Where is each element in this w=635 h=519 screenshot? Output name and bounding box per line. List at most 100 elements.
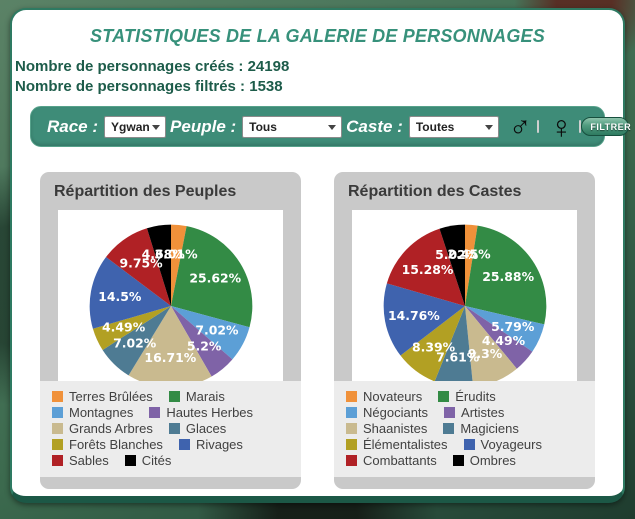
legend-item: Montagnes — [52, 405, 133, 420]
legend-label: Shaanistes — [363, 421, 428, 436]
pie-slice — [464, 306, 544, 352]
legend-item: Marais — [168, 389, 225, 404]
caste-label: Caste : — [346, 116, 403, 136]
legend-swatch-icon — [149, 407, 161, 418]
female-icon: ♀ — [549, 108, 574, 145]
female-checkbox[interactable] — [579, 120, 582, 133]
pie-slice — [399, 306, 465, 381]
legend-swatch-icon — [52, 423, 63, 434]
pie-label: 16.71% — [144, 350, 196, 365]
pie-label: 7.02% — [113, 335, 157, 350]
pie-slice — [464, 224, 478, 306]
page-title: STATISTIQUES DE LA GALERIE DE PERSONNAGE… — [90, 26, 545, 46]
legend-row: Grands Arbres Glaces — [52, 421, 293, 436]
pie-label: 14.76% — [387, 308, 439, 323]
legend-swatch-icon — [52, 455, 63, 466]
legend-item: Voyageurs — [463, 437, 542, 452]
legend-item: Érudits — [438, 389, 496, 404]
legend-label: Hautes Herbes — [166, 405, 254, 420]
legend-swatch-icon — [124, 455, 136, 466]
male-checkbox[interactable] — [537, 120, 540, 133]
legend-item: Hautes Herbes — [149, 405, 253, 420]
charts-row: Répartition des Peuples 3.01% 25.62% 7.02%… — [40, 172, 595, 489]
stat-created-label: Nombre de personnages créés : — [15, 58, 244, 75]
legend-label: Forêts Blanches — [69, 437, 163, 452]
legend-label: Terres Brûlées — [69, 389, 153, 404]
pie-slice — [92, 306, 171, 351]
pie-slice — [170, 224, 187, 306]
legend-swatch-icon — [346, 439, 357, 450]
legend-row: Sables Cités — [52, 453, 293, 468]
legend-item: Forêts Blanches — [52, 437, 163, 452]
legend-label: Ombres — [469, 453, 516, 468]
legend-item: Artistes — [444, 405, 504, 420]
caste-select-wrap: Toutes — [408, 115, 499, 138]
stat-created-value: 24198 — [247, 58, 290, 75]
legend-label: Combattants — [363, 453, 437, 468]
legend-label: Sables — [69, 453, 109, 468]
legend-item: Négociants — [346, 405, 428, 420]
legend-item: Combattants — [346, 453, 437, 468]
legend-swatch-icon — [346, 391, 357, 402]
chart-card-castes: Répartition des Castes 2.45% 25.88% 5.79% 4… — [334, 172, 595, 489]
chart-card-peuples: Répartition des Peuples 3.01% 25.62% 7.02%… — [40, 172, 301, 489]
pie-label: 3.01% — [154, 246, 198, 261]
legend-swatch-icon — [346, 423, 357, 434]
legend-swatch-icon — [452, 455, 464, 466]
legend-label: Rivages — [195, 437, 243, 452]
legend-label: Érudits — [455, 389, 496, 404]
legend-label: Négociants — [363, 405, 429, 420]
caste-select[interactable]: Toutes — [408, 115, 499, 138]
peuple-select[interactable]: Tous — [242, 115, 343, 138]
pie-slice — [105, 228, 171, 306]
pie-label: 7.02% — [195, 323, 239, 338]
pie-label: 9.75% — [119, 256, 163, 271]
legend-item: Novateurs — [346, 389, 422, 404]
legend-item: Élémentalistes — [346, 437, 448, 452]
pie-label: 5.79% — [491, 319, 535, 334]
legend-row: Élémentalistes Voyageurs — [346, 437, 587, 452]
pie-slice — [464, 306, 517, 381]
legend-item: Shaanistes — [346, 421, 427, 436]
legend-label: Cités — [141, 453, 172, 468]
legend-label: Glaces — [185, 421, 227, 436]
legend-label: Montagnes — [69, 405, 134, 420]
legend-row: Terres Brûlées Marais — [52, 389, 293, 404]
pie-slice — [128, 306, 212, 381]
legend-label: Novateurs — [363, 389, 423, 404]
legend-item: Ombres — [452, 453, 516, 468]
legend-swatch-icon — [178, 439, 190, 450]
race-select-wrap: Ygwan — [104, 115, 167, 138]
legend-label: Marais — [185, 389, 225, 404]
chart-title: Répartition des Castes — [348, 183, 522, 200]
legend-label: Artistes — [461, 405, 505, 420]
legend-row: Montagnes Hautes Herbes — [52, 405, 293, 420]
pie-slice — [434, 306, 473, 381]
pie-label: 15.28% — [401, 262, 453, 277]
pie-label: 5.2% — [186, 338, 221, 353]
race-label: Race : — [47, 116, 99, 136]
legend-row: Combattants Ombres — [346, 453, 587, 468]
legend-swatch-icon — [52, 407, 63, 418]
pie-label: 4.68% — [141, 247, 185, 262]
peuple-select-wrap: Tous — [242, 115, 343, 138]
pie-slice — [170, 306, 232, 377]
pie-chart-peuples: 3.01% 25.62% 7.02% 5.2% 16.71% 7.02% 4.49% 14.5… — [58, 210, 283, 381]
pie-label: 4.49% — [102, 320, 146, 335]
pie-label: 14.5% — [98, 289, 142, 304]
filter-bar: Race : Ygwan Peuple : Tous Caste : Toute… — [30, 106, 631, 147]
stat-created: Nombre de personnages créés : 24198 — [15, 57, 623, 77]
race-select[interactable]: Ygwan — [104, 115, 167, 138]
legend-item: Terres Brûlées — [52, 389, 153, 404]
legend-swatch-icon — [346, 455, 357, 466]
pie-label: 25.62% — [189, 271, 241, 286]
filter-button[interactable]: FILTRER — [581, 117, 631, 136]
stat-filtered: Nombre de personnages filtrés : 1538 — [15, 77, 623, 97]
pie-label: 5.02% — [435, 247, 479, 262]
legend-item: Cités — [124, 453, 172, 468]
stat-filtered-label: Nombre de personnages filtrés : — [15, 78, 246, 95]
legend-label: Magiciens — [460, 421, 519, 436]
pie-label: 8.39% — [411, 340, 455, 355]
legend-row: Shaanistes Magiciens — [346, 421, 587, 436]
